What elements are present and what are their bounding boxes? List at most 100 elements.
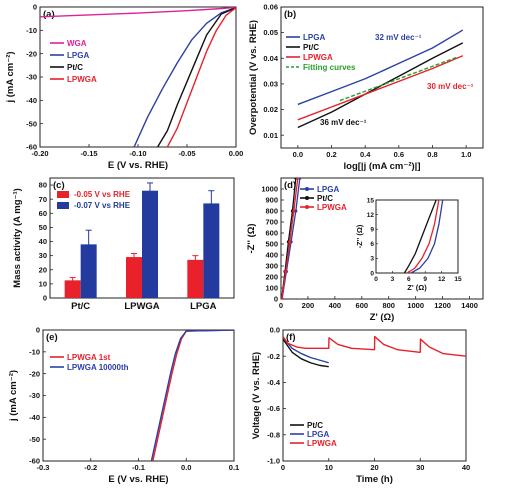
legend-label-2: LPWGA <box>317 203 347 212</box>
plot-c: 0 10 20 30 40 50 60 70 80 Mass activity (A mg⁻¹) (… <box>12 177 235 312</box>
series-line-3 <box>166 7 236 147</box>
y-axis-label: Voltage (V vs. RHE) <box>251 352 262 439</box>
y-tick-label: 700 <box>265 218 278 227</box>
legend-swatch-0 <box>57 191 69 198</box>
panel-label: (c) <box>53 180 65 191</box>
series-point-2-1 <box>284 269 288 274</box>
x-tick-label: -0.2 <box>84 463 97 472</box>
x-tick-label: -0.10 <box>129 149 146 158</box>
x-tick-label: 600 <box>356 301 369 310</box>
plot-frame <box>42 329 235 462</box>
legend-label-1: Pt/C <box>317 194 333 203</box>
legend-label-2: Pt/C <box>67 63 83 72</box>
x-tick-label: -0.15 <box>80 149 97 158</box>
y-tick-label: -60 <box>29 457 40 466</box>
bar-1-2 <box>203 203 220 298</box>
x-axis-label: E (V vs. RHE) <box>108 474 168 485</box>
panel-label: (b) <box>284 9 296 20</box>
bar-0-0 <box>64 280 81 298</box>
y-tick-label: 100 <box>265 284 278 293</box>
category-label-0: Pt/C <box>71 301 90 312</box>
legend-label-1: -0.07 V vs RHE <box>74 201 131 210</box>
x-axis-label: log[|j (mA cm⁻²)|] <box>344 161 421 172</box>
series-line-0 <box>297 29 464 106</box>
x-tick-label: -0.3 <box>37 463 50 472</box>
y-tick-label: 900 <box>265 196 278 205</box>
y-tick-label: 800 <box>265 207 278 216</box>
category-label-1: LPWGA <box>124 301 159 312</box>
y-tick-label: 40 <box>39 237 47 246</box>
panel-label: (d) <box>284 180 296 191</box>
x-tick-label: 0.1 <box>229 463 239 472</box>
y-tick-label: -0.4 <box>267 378 281 387</box>
panel-label: (a) <box>43 9 55 20</box>
y-tick-label: 0 <box>274 295 278 304</box>
legend-label-0: LPWGA 1st <box>67 353 111 362</box>
y-tick-label: -60 <box>26 143 37 152</box>
legend-swatch-1 <box>57 202 69 209</box>
inset-y-tick-label: 3 <box>370 256 374 263</box>
series-point-2-3 <box>292 209 296 213</box>
series-line-2 <box>281 178 299 299</box>
annotation-2: 36 mV dec⁻¹ <box>320 118 367 127</box>
y-tick-label: 300 <box>265 262 278 271</box>
x-axis-label: Time (h) <box>356 474 393 485</box>
y-tick-label: -20 <box>29 369 40 378</box>
y-tick-label: 0.06 <box>263 3 278 12</box>
y-tick-label: -10 <box>26 26 37 35</box>
legend-label-0: WGA <box>67 39 87 48</box>
series-line-0 <box>283 338 329 368</box>
inset-x-tick-label: 0 <box>374 276 378 283</box>
legend-marker-2 <box>305 205 309 209</box>
legend-label-1: Pt/C <box>303 43 319 52</box>
series-line-2 <box>156 7 236 147</box>
x-tick-label: -0.1 <box>132 463 145 472</box>
y-tick-label: 30 <box>39 251 47 260</box>
plot-d: 0 200 400 600 800 1000 1200 1400010020030040050… <box>246 177 484 323</box>
inset-y-tick-label: 0 <box>370 270 374 277</box>
y-axis-label: Overpotential (V vs. RHE) <box>248 20 259 135</box>
x-tick-label: 0.6 <box>394 150 404 159</box>
x-tick-label: 0.8 <box>427 150 437 159</box>
bar-0-2 <box>187 259 204 298</box>
inset-series-line-2 <box>406 199 440 274</box>
y-tick-label: 80 <box>39 181 47 190</box>
series-line-3 <box>339 56 458 102</box>
x-tick-label: 10 <box>325 463 333 472</box>
y-tick-label: 10 <box>39 279 47 288</box>
series-line-1 <box>150 330 234 461</box>
inset-y-axis-label: -Z'' (Ω) <box>355 224 364 248</box>
y-tick-label: 200 <box>265 273 278 282</box>
y-tick-label: 50 <box>39 223 47 232</box>
annotation-1: 30 mV dec⁻¹ <box>427 82 474 91</box>
inset-series-line-1 <box>403 199 437 274</box>
inset-y-tick-label: 12 <box>367 212 375 219</box>
series-point-2-0 <box>281 297 284 299</box>
plot-frame <box>280 6 484 149</box>
x-tick-label: 0 <box>279 301 283 310</box>
inset-x-tick-label: 6 <box>407 276 411 283</box>
panel-a: -0.20 -0.15 -0.10 -0.05 0.00 0 -10 -20 -30 -40 -50… <box>5 3 243 171</box>
inset-x-tick-label: 3 <box>391 276 395 283</box>
panel-b: 0.0 0.2 0.4 0.6 0.8 1.0 0.01 0.02 0.03 0.04 0.05 0.… <box>248 3 484 172</box>
legend-marker-1 <box>305 196 309 200</box>
y-tick-label: -0.2 <box>267 352 280 361</box>
x-tick-label: 1400 <box>461 301 478 310</box>
x-tick-label: -0.05 <box>178 149 195 158</box>
plot-e: -0.3 -0.2 -0.1 0.0 0.1 0 -10 -20 -30 -40 -50 -60 E (… <box>8 326 239 485</box>
inset-series-line-0 <box>410 199 444 274</box>
x-tick-label: 0.00 <box>229 149 244 158</box>
series-point-2-2 <box>288 240 292 244</box>
y-tick-label: -40 <box>29 413 40 422</box>
x-tick-label: 800 <box>382 301 395 310</box>
series-line-0 <box>152 330 234 461</box>
x-tick-label: 0.4 <box>360 150 371 159</box>
panel-c: 0 10 20 30 40 50 60 70 80 Mass activity (A mg⁻¹) (… <box>12 177 235 312</box>
category-label-2: LPGA <box>190 301 217 312</box>
y-tick-label: 0.02 <box>263 105 278 114</box>
panel-e: -0.3 -0.2 -0.1 0.0 0.1 0 -10 -20 -30 -40 -50 -60 E (… <box>8 326 239 485</box>
y-tick-label: 600 <box>265 229 278 238</box>
plot-f: 0 10 20 30 40 0.0 -0.2 -0.4 -0.6 -0.8 -1.0 Time (h)… <box>251 326 470 485</box>
y-tick-label: 400 <box>265 251 278 260</box>
